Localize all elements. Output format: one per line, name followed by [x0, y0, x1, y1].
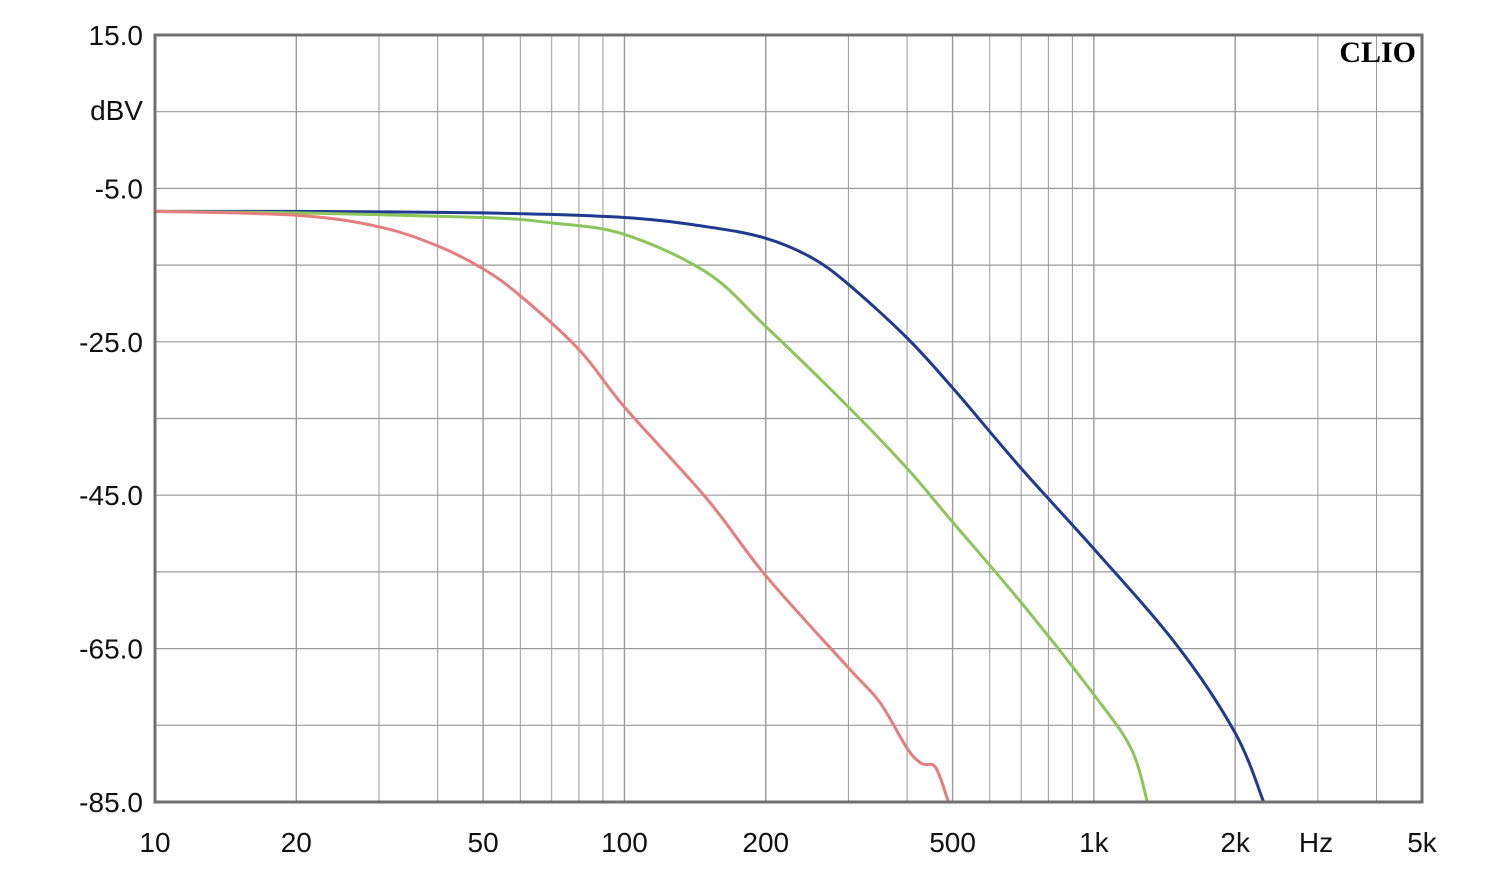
x-tick-label: 1k [1079, 827, 1110, 858]
series-line-2 [153, 209, 1149, 804]
y-tick-label: -5.0 [95, 173, 143, 204]
y-unit-label: dBV [90, 95, 143, 126]
series-line-3 [153, 209, 950, 804]
plot-frame [153, 33, 1424, 804]
y-tick-label: -65.0 [79, 634, 143, 665]
y-tick-label: -45.0 [79, 480, 143, 511]
series-line-1 [153, 209, 1266, 804]
x-tick-label: 50 [468, 827, 499, 858]
y-tick-label: -85.0 [79, 787, 143, 818]
x-tick-labels: 10 20 50 100 200 500 1k 2k 5k [139, 827, 1437, 858]
x-tick-label: 200 [742, 827, 789, 858]
x-tick-label: 5k [1407, 827, 1438, 858]
y-tick-label: 15.0 [89, 20, 144, 51]
x-tick-label: 100 [601, 827, 648, 858]
brand-logo: CLIO [1339, 36, 1416, 69]
y-tick-labels: 15.0 -5.0 -25.0 -45.0 -65.0 -85.0 [79, 20, 143, 818]
x-tick-label: 10 [139, 827, 170, 858]
y-tick-label: -25.0 [79, 327, 143, 358]
x-tick-label: 2k [1220, 827, 1251, 858]
x-unit-label: Hz [1299, 827, 1333, 858]
series-lines [153, 209, 1266, 804]
x-tick-label: 20 [281, 827, 312, 858]
x-tick-label: 500 [929, 827, 976, 858]
